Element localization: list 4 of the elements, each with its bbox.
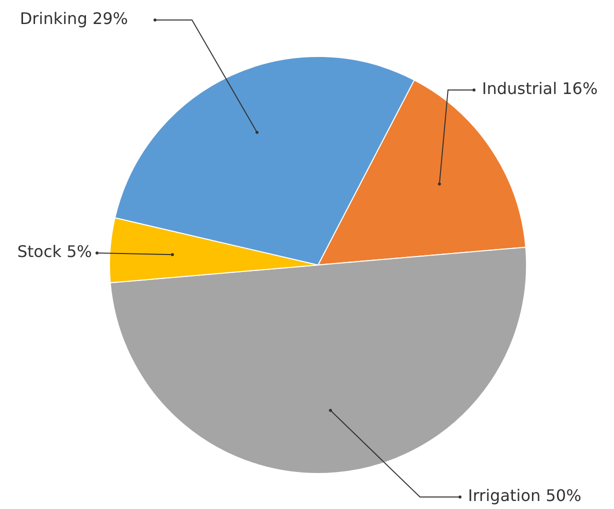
slice-label: Industrial 16%	[482, 79, 598, 98]
slice-label: Irrigation 50%	[468, 486, 582, 506]
slice-label: Stock 5%	[17, 242, 92, 262]
slice-label: Drinking 29%	[20, 9, 128, 28]
